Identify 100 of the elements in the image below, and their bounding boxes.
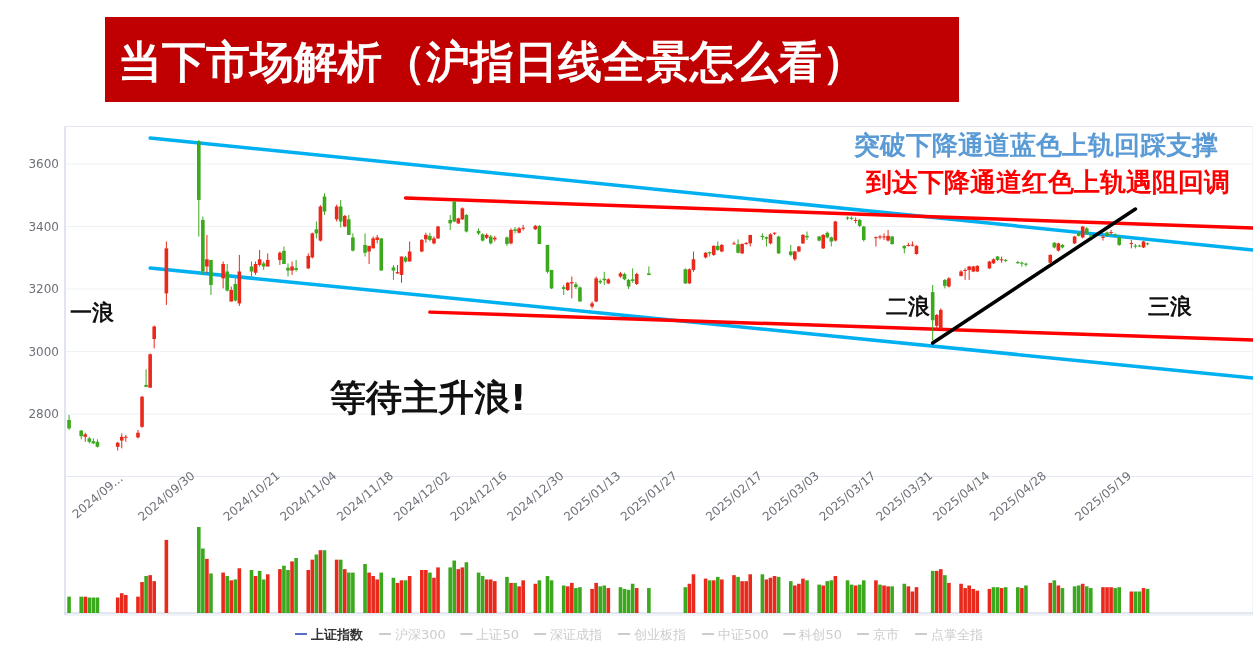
bar [720, 579, 724, 613]
bar [452, 560, 457, 613]
candlestick [67, 414, 71, 431]
bar [939, 569, 943, 613]
bar [890, 586, 894, 613]
candlestick [886, 229, 890, 242]
bar [513, 582, 517, 613]
bar [221, 572, 225, 613]
bar [115, 597, 120, 613]
bar [647, 588, 651, 613]
bar [1113, 588, 1117, 613]
bar [565, 586, 570, 613]
text: 上证指数 [310, 626, 364, 642]
bar [1101, 587, 1105, 613]
bar [736, 576, 740, 613]
candlestick [1101, 234, 1105, 242]
bar [801, 578, 805, 613]
candlestick [1109, 229, 1113, 236]
bar [578, 587, 582, 613]
bar [492, 581, 497, 613]
candlestick [144, 368, 148, 388]
bar [456, 569, 461, 613]
bar [602, 585, 607, 613]
candlestick [221, 261, 225, 289]
bar [971, 588, 976, 613]
bar [874, 580, 878, 613]
bar [943, 575, 947, 613]
bar [947, 582, 951, 613]
bar [1016, 587, 1020, 613]
candlestick [630, 267, 635, 284]
bar [363, 563, 367, 613]
bar [1020, 588, 1024, 613]
bar [1117, 587, 1121, 613]
candlestick [428, 232, 432, 242]
bar [144, 576, 148, 613]
bar [83, 596, 88, 613]
bar [197, 527, 201, 613]
bar [805, 580, 809, 613]
bar [229, 580, 234, 613]
y-tick-label: 3400 [28, 219, 59, 234]
bar [371, 576, 375, 613]
bar [1105, 587, 1109, 613]
bar [1024, 585, 1028, 613]
bar [124, 594, 128, 613]
bar [338, 559, 343, 613]
candlestick [278, 251, 282, 266]
bar [732, 575, 736, 613]
annotation: 到达下降通道红色上轨遇阻回调 [865, 167, 1230, 197]
candlestick [878, 234, 882, 240]
y-tick-label: 2800 [28, 407, 59, 422]
candlestick [939, 307, 943, 331]
bar [290, 561, 294, 613]
bar [882, 585, 886, 613]
bar [857, 584, 862, 613]
bar [715, 576, 720, 613]
bar [286, 570, 290, 613]
bar [861, 580, 866, 613]
candlestick [1020, 261, 1024, 267]
candlestick [594, 276, 598, 303]
bar [225, 576, 229, 613]
bar [825, 581, 830, 613]
bar [347, 572, 351, 613]
candlestick [513, 226, 517, 234]
bar [379, 572, 384, 613]
candlestick [152, 325, 156, 349]
bar [963, 588, 967, 613]
bar [148, 575, 152, 613]
bar [265, 574, 270, 613]
bar [420, 570, 424, 613]
annotation: 突破下降通道蓝色上轨回踩支撑 [853, 130, 1218, 160]
bar [570, 582, 574, 613]
bar [278, 569, 282, 613]
candlestick [205, 234, 209, 274]
bar [375, 579, 380, 613]
bar [205, 558, 209, 613]
bar [436, 567, 440, 613]
y-tick-label: 3200 [28, 282, 59, 297]
bar [711, 580, 716, 613]
chart-title: 当下市场解析（沪指日线全景怎么看） [118, 36, 866, 87]
bar [959, 583, 963, 613]
bar [140, 582, 144, 613]
candlestick [874, 236, 878, 247]
bar [209, 573, 213, 613]
candlestick [225, 263, 229, 292]
bar [488, 579, 493, 613]
annotation: 等待主升浪! [329, 377, 527, 418]
bar [294, 557, 298, 613]
bar [505, 576, 509, 613]
bar [424, 570, 428, 613]
bar [797, 583, 801, 613]
bar [1048, 582, 1053, 613]
candlestick [647, 266, 651, 276]
y-tick-label: 3600 [28, 157, 59, 172]
bar [934, 570, 939, 613]
bar [1080, 583, 1085, 613]
bar [428, 572, 432, 613]
bar [793, 585, 797, 613]
bar [67, 596, 71, 613]
candlestick [363, 232, 367, 257]
bar [748, 574, 753, 613]
